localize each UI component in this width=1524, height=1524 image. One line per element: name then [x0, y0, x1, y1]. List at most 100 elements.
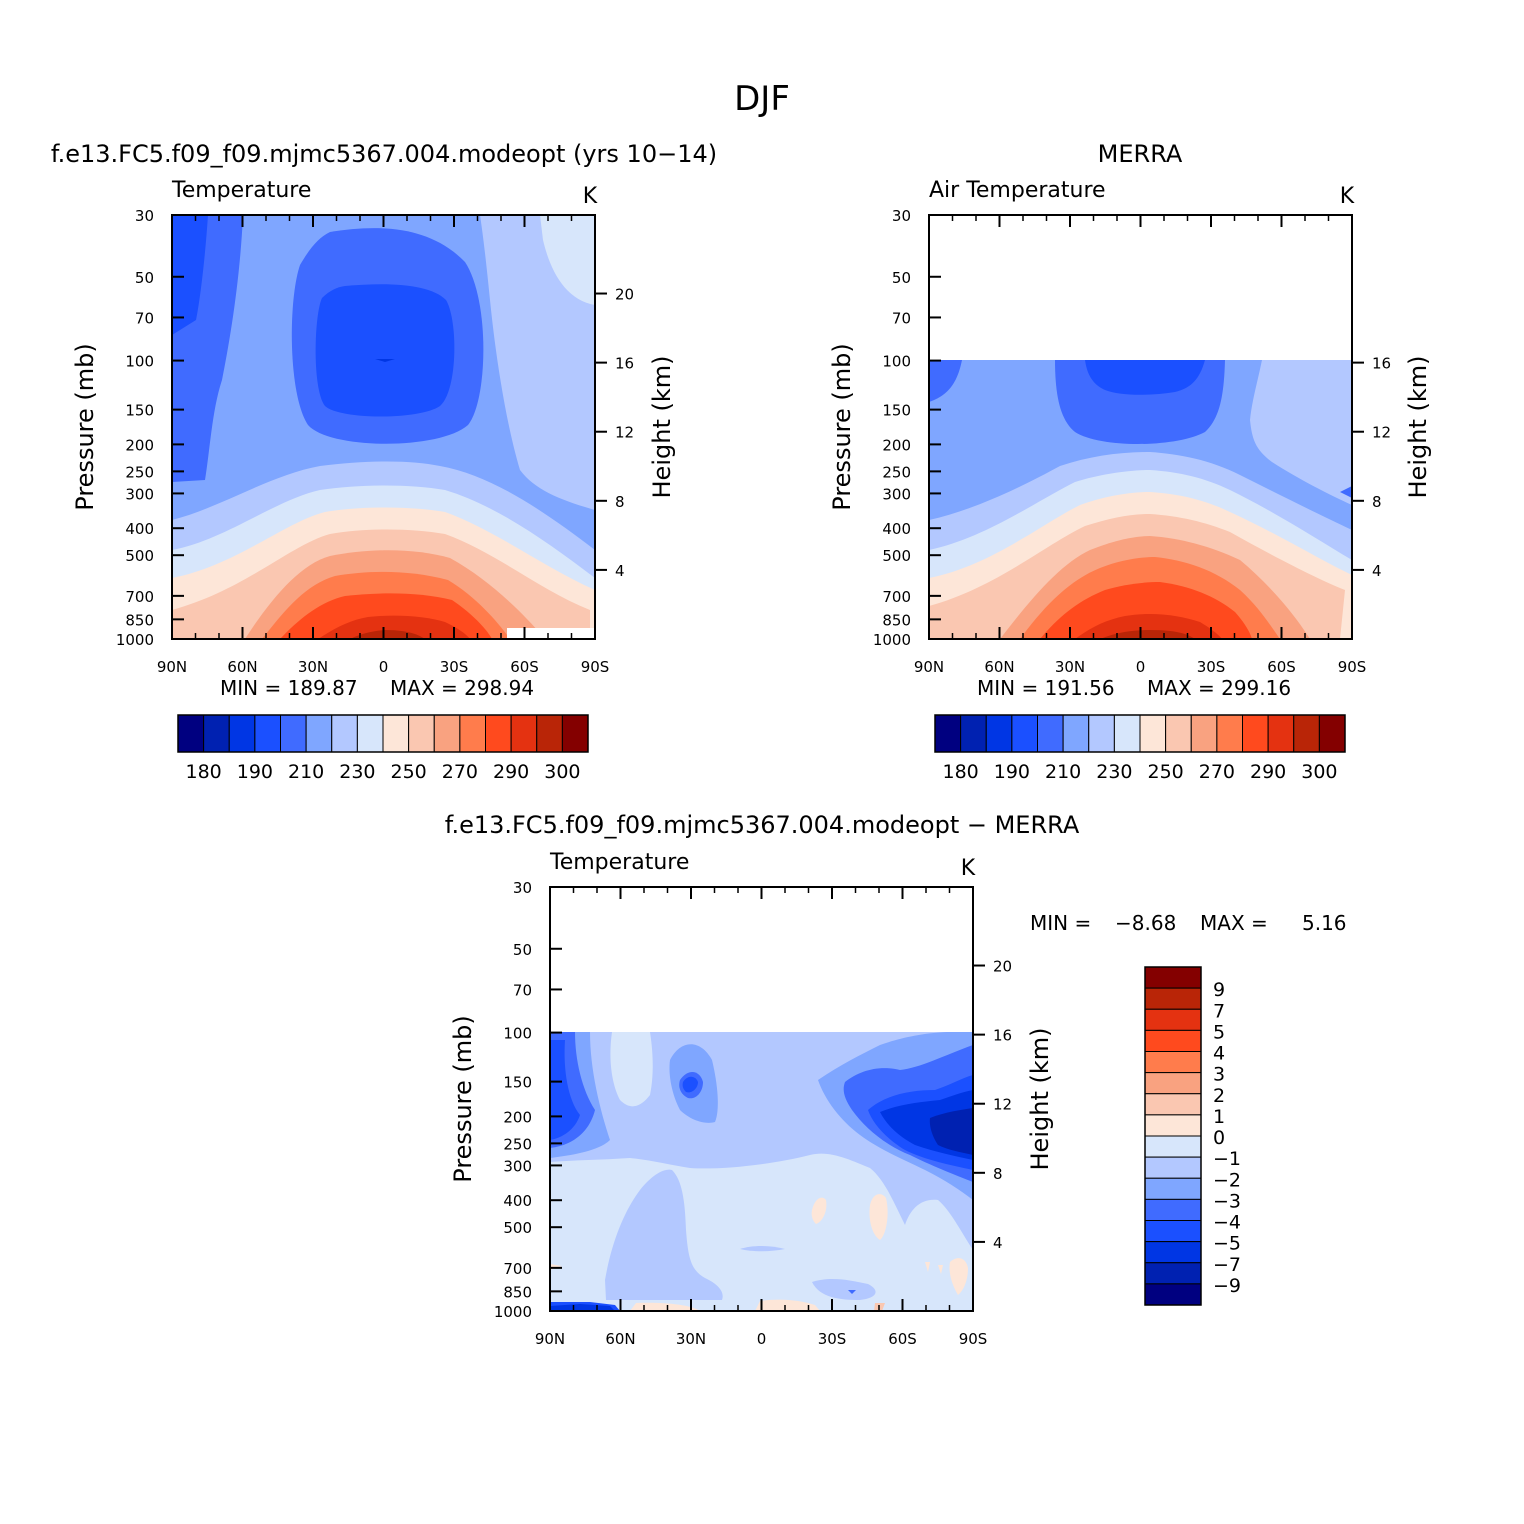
- x-tick-label: 90N: [157, 658, 187, 676]
- page-title: DJF: [734, 79, 790, 119]
- x-tick-label: 90S: [959, 1330, 988, 1348]
- x-tick-label: 30S: [440, 658, 469, 676]
- panel-diff-max-value: 5.16: [1302, 911, 1347, 935]
- colorbar-box: [536, 714, 563, 753]
- colorbar-box: [1011, 714, 1038, 753]
- colorbar-box: [1144, 1177, 1202, 1200]
- y-tick-label: 300: [882, 485, 911, 503]
- colorbar-label: −4: [1213, 1212, 1241, 1234]
- colorbar-box: [1037, 714, 1064, 753]
- colorbar-box: [1144, 1241, 1202, 1264]
- panel-diff-variable: Temperature: [549, 850, 689, 875]
- colorbar-box: [433, 714, 461, 753]
- panel-model-variable: Temperature: [171, 178, 311, 203]
- y2-tick-label: 20: [993, 958, 1012, 976]
- field-band: [550, 1304, 615, 1311]
- panel-merra-min: MIN = 191.56: [977, 676, 1115, 700]
- y-tick-label: 250: [882, 463, 911, 481]
- x-tick-label: 30S: [818, 1330, 847, 1348]
- x-tick-label: 30N: [1055, 658, 1085, 676]
- field-band: [949, 1258, 968, 1295]
- colorbar-box: [1139, 714, 1167, 753]
- colorbar-label: 250: [390, 761, 426, 783]
- colorbar-label: 300: [544, 761, 580, 783]
- panel-model-max: MAX = 298.94: [390, 676, 534, 700]
- panel-diff-ylabel: Pressure (mb): [449, 1015, 477, 1182]
- y-tick-label: 50: [135, 269, 154, 287]
- panel-model-title: f.e13.FC5.f09_f09.mjmc5367.004.modeopt (…: [51, 140, 717, 168]
- colorbar-label: 270: [1199, 761, 1235, 783]
- colorbar-box: [1144, 1262, 1202, 1285]
- field-band: [375, 359, 395, 362]
- colorbar-label: 0: [1213, 1127, 1225, 1149]
- panel-merra: MERRA Air Temperature K 90N 60N 30N 0 30S 60S…: [828, 140, 1432, 783]
- y-tick-label: 850: [125, 611, 154, 629]
- y-tick-label: 850: [882, 611, 911, 629]
- x-tick-label: 90N: [914, 658, 944, 676]
- colorbar-box: [280, 714, 307, 753]
- panel-diff-min-value: −8.68: [1115, 911, 1176, 935]
- y-tick-label: 70: [892, 309, 911, 327]
- field-band: [1250, 360, 1352, 505]
- colorbar-box: [203, 714, 230, 753]
- colorbar-box: [510, 714, 538, 753]
- colorbar-label: −3: [1213, 1190, 1241, 1212]
- x-tick-label: 30N: [298, 658, 328, 676]
- colorbar-box: [1144, 1072, 1202, 1095]
- panel-model-field: [172, 215, 595, 639]
- panel-merra-axes: 90N 60N 30N 0 30S 60S 90S 30 50 70 100 150 200 250 300…: [873, 207, 1391, 676]
- colorbar-box: [1144, 1283, 1202, 1306]
- y2-tick-label: 8: [993, 1165, 1003, 1183]
- colorbar-box: [305, 714, 333, 753]
- field-band: [925, 1262, 930, 1272]
- colorbar-box: [1242, 714, 1269, 753]
- panel-merra-colorbar: 180 190 210 230 250 270 290 300: [934, 714, 1346, 783]
- field-band: [755, 1299, 820, 1311]
- y-tick-label: 1000: [116, 631, 154, 649]
- colorbar-label: 7: [1213, 1000, 1225, 1022]
- y-tick-label: 150: [882, 402, 911, 420]
- colorbar-label: −9: [1213, 1275, 1241, 1297]
- field-band: [812, 1278, 876, 1300]
- colorbar-box: [382, 714, 410, 753]
- colorbar-box: [228, 714, 256, 753]
- field-band: [740, 1246, 785, 1252]
- field-band: [1340, 486, 1352, 498]
- colorbar-label: 210: [288, 761, 324, 783]
- colorbar-box: [1165, 714, 1192, 753]
- colorbar-box: [1216, 714, 1243, 753]
- colorbar-box: [561, 714, 589, 753]
- panel-diff: f.e13.FC5.f09_f09.mjmc5367.004.modeopt −…: [445, 811, 1347, 1348]
- panel-diff-y2label: Height (km): [1026, 1028, 1054, 1171]
- y-tick-label: 250: [125, 463, 154, 481]
- panel-model-min: MIN = 189.87: [220, 676, 358, 700]
- y-tick-label: 250: [503, 1135, 532, 1153]
- x-tick-label: 0: [379, 658, 389, 676]
- panel-diff-min-label: MIN =: [1030, 911, 1091, 935]
- colorbar-box: [1144, 1198, 1202, 1221]
- field-band: [630, 1302, 700, 1311]
- panel-model-units: K: [583, 184, 598, 209]
- colorbar-box: [254, 714, 281, 753]
- colorbar-box: [1144, 1093, 1202, 1116]
- colorbar-box: [1144, 1008, 1202, 1031]
- panel-merra-ylabel: Pressure (mb): [828, 343, 856, 510]
- colorbar-label: 230: [339, 761, 375, 783]
- colorbar-box: [1144, 966, 1202, 989]
- colorbar-box: [1190, 714, 1218, 753]
- field-band: [1075, 614, 1222, 639]
- x-tick-label: 60N: [605, 1330, 635, 1348]
- colorbar-box: [934, 714, 962, 753]
- y-tick-label: 400: [503, 1192, 532, 1210]
- field-band: [848, 1290, 856, 1294]
- y-tick-label: 100: [503, 1025, 532, 1043]
- colorbar-box: [1144, 1156, 1202, 1179]
- y-tick-label: 200: [882, 436, 911, 454]
- colorbar-frame: [1144, 966, 1202, 1306]
- field-band: [550, 1040, 580, 1140]
- y-tick-label: 400: [882, 520, 911, 538]
- y-tick-label: 150: [125, 402, 154, 420]
- y-tick-label: 700: [882, 588, 911, 606]
